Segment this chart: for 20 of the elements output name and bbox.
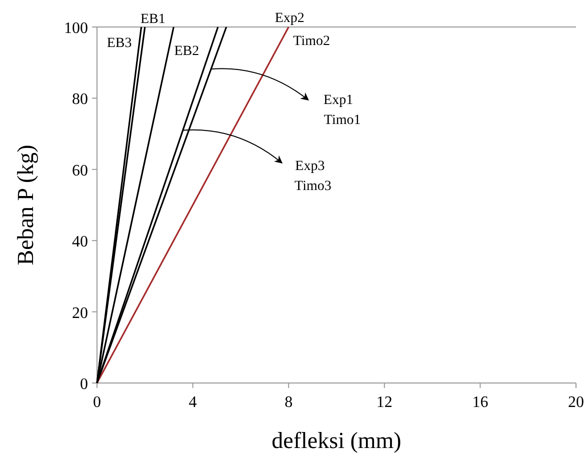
y-tick-label: 80 bbox=[72, 91, 88, 108]
text: Exp1 Timo1 bbox=[324, 93, 361, 128]
series-label: Exp2 Timo2 bbox=[274, 11, 330, 49]
series-label: EB2 bbox=[174, 44, 200, 59]
x-tick-label: 12 bbox=[376, 394, 392, 411]
text: Exp3 Timo3 bbox=[294, 159, 332, 194]
x-tick-label: 16 bbox=[472, 394, 488, 411]
y-tick-label: 100 bbox=[64, 20, 88, 37]
x-tick-label: 8 bbox=[284, 394, 293, 411]
series-label: EB3 bbox=[106, 36, 132, 51]
y-tick-label: 20 bbox=[72, 304, 88, 322]
x-tick-label: 20 bbox=[568, 394, 584, 411]
y-axis-title: Beban P (kg) bbox=[13, 144, 38, 266]
y-tick-label: 60 bbox=[72, 162, 88, 180]
series-label: EB1 bbox=[140, 12, 166, 27]
x-tick-label: 0 bbox=[93, 394, 101, 411]
x-tick-label: 4 bbox=[188, 394, 197, 411]
x-axis-title: defleksi (mm) bbox=[272, 428, 402, 453]
y-tick-label: 0 bbox=[80, 376, 88, 393]
y-tick-label: 40 bbox=[72, 234, 88, 251]
